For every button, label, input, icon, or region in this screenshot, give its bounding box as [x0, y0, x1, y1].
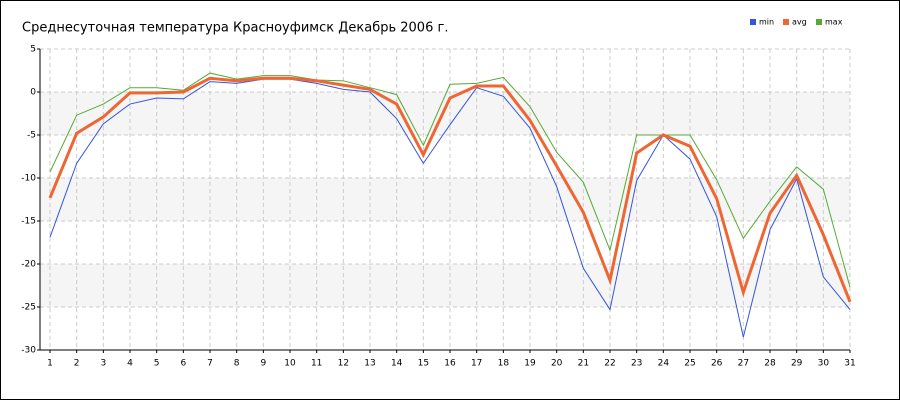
x-tick-label: 2 — [74, 359, 80, 369]
legend-label: max — [825, 18, 843, 27]
chart-title: Среднесуточная температура Красноуфимск … — [22, 21, 448, 36]
x-tick-label: 14 — [391, 359, 403, 369]
y-tick-label: -10 — [21, 174, 36, 184]
legend-label: avg — [792, 18, 807, 27]
legend-label: min — [759, 18, 774, 27]
x-tick-label: 26 — [711, 359, 723, 369]
y-tick-label: -5 — [27, 131, 36, 141]
legend-swatch — [750, 19, 756, 25]
x-tick-label: 13 — [364, 359, 375, 369]
x-tick-label: 24 — [658, 359, 670, 369]
y-tick-label: -20 — [21, 260, 36, 270]
x-tick-label: 20 — [551, 359, 563, 369]
series-line — [49, 72, 851, 288]
x-tick-label: 6 — [180, 359, 186, 369]
y-tick-label: 0 — [30, 88, 36, 98]
x-tick-label: 11 — [311, 359, 322, 369]
legend-swatch — [783, 19, 789, 25]
x-tick-label: 10 — [284, 359, 296, 369]
x-tick-label: 9 — [260, 359, 266, 369]
series-line — [49, 78, 851, 338]
band — [40, 92, 850, 135]
x-tick-label: 3 — [100, 359, 106, 369]
series-line — [48, 76, 852, 303]
x-tick-label: 18 — [498, 359, 510, 369]
x-tick-label: 7 — [207, 359, 213, 369]
band — [40, 264, 850, 307]
x-tick-label: 28 — [764, 359, 776, 369]
x-tick-label: 4 — [127, 359, 133, 369]
x-tick-label: 17 — [471, 359, 482, 369]
x-tick-label: 25 — [684, 359, 695, 369]
x-tick-label: 19 — [524, 359, 536, 369]
x-tick-label: 16 — [444, 359, 456, 369]
x-tick-label: 21 — [578, 359, 589, 369]
band — [40, 178, 850, 221]
x-tick-label: 31 — [844, 359, 855, 369]
x-tick-label: 22 — [604, 359, 615, 369]
legend-swatch — [816, 19, 822, 25]
y-tick-label: -25 — [21, 303, 36, 313]
y-tick-label: 5 — [30, 45, 36, 55]
x-tick-label: 30 — [818, 359, 830, 369]
y-tick-label: -15 — [21, 217, 36, 227]
x-tick-label: 8 — [234, 359, 240, 369]
x-tick-label: 23 — [631, 359, 642, 369]
y-tick-label: -30 — [21, 346, 36, 356]
x-tick-label: 27 — [738, 359, 749, 369]
x-tick-label: 15 — [418, 359, 429, 369]
x-tick-label: 5 — [154, 359, 160, 369]
x-tick-label: 12 — [338, 359, 349, 369]
x-tick-label: 29 — [791, 359, 803, 369]
x-tick-label: 1 — [47, 359, 53, 369]
